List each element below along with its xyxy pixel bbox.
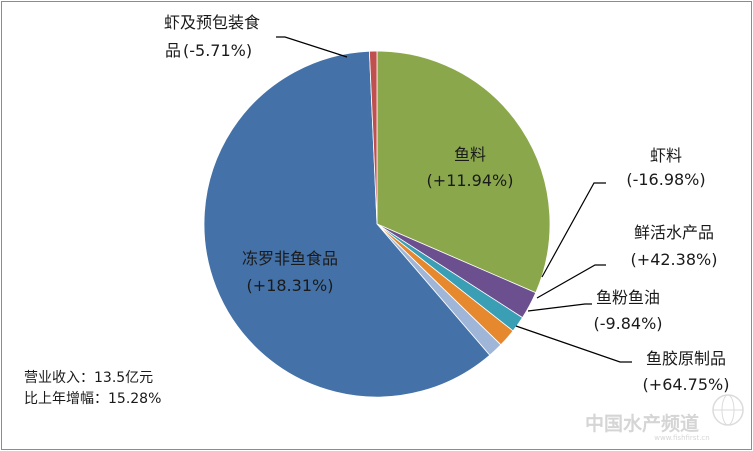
pie-slices — [203, 50, 551, 398]
label-shrimp-food-name-line1: 虾及预包装食 — [164, 13, 260, 32]
label-collagen-name: 鱼胶原制品 — [646, 349, 726, 368]
leader-line-live-products — [536, 264, 606, 299]
summary-revenue: 营业收入：13.5亿元 — [24, 370, 153, 386]
label-fishmeal-change: (-9.84%) — [593, 314, 662, 333]
label-shrimp-feed-change: (-16.98%) — [626, 170, 705, 189]
label-tilapia-change: (+18.31%) — [247, 276, 334, 295]
label-live-products-change: (+42.38%) — [631, 250, 718, 269]
label-shrimp-feed-name: 虾料 — [650, 146, 682, 165]
label-collagen-change: (+64.75%) — [643, 375, 730, 394]
label-fish-feed-name: 鱼料 — [454, 145, 486, 164]
slice-shrimp-packaged-food — [368, 50, 378, 225]
leader-line-collagen — [515, 325, 632, 363]
watermark-globe-icon — [712, 394, 744, 426]
leader-line-shrimp-food — [276, 36, 348, 58]
label-live-products-name: 鲜活水产品 — [634, 223, 714, 242]
watermark: 中国水产频道 www.fishfirst.cn — [585, 394, 744, 442]
label-fishmeal-name: 鱼粉鱼油 — [596, 288, 660, 307]
watermark-globe-meridian — [721, 394, 735, 426]
slice-fish-feed — [376, 50, 551, 294]
slice-tilapia-food — [203, 50, 491, 398]
leader-line-shrimp-feed — [541, 182, 606, 278]
label-shrimp-food-name-line2: 品 — [165, 41, 181, 60]
label-fish-feed-change: (+11.94%) — [427, 171, 514, 190]
label-shrimp-food-change: (-5.71%) — [183, 41, 252, 60]
label-tilapia-name: 冻罗非鱼食品 — [242, 249, 338, 268]
watermark-subtext: www.fishfirst.cn — [654, 434, 709, 442]
watermark-text: 中国水产频道 — [585, 412, 699, 435]
summary-growth: 比上年增幅：15.28% — [24, 391, 161, 407]
leader-line-fishmeal — [527, 303, 592, 312]
